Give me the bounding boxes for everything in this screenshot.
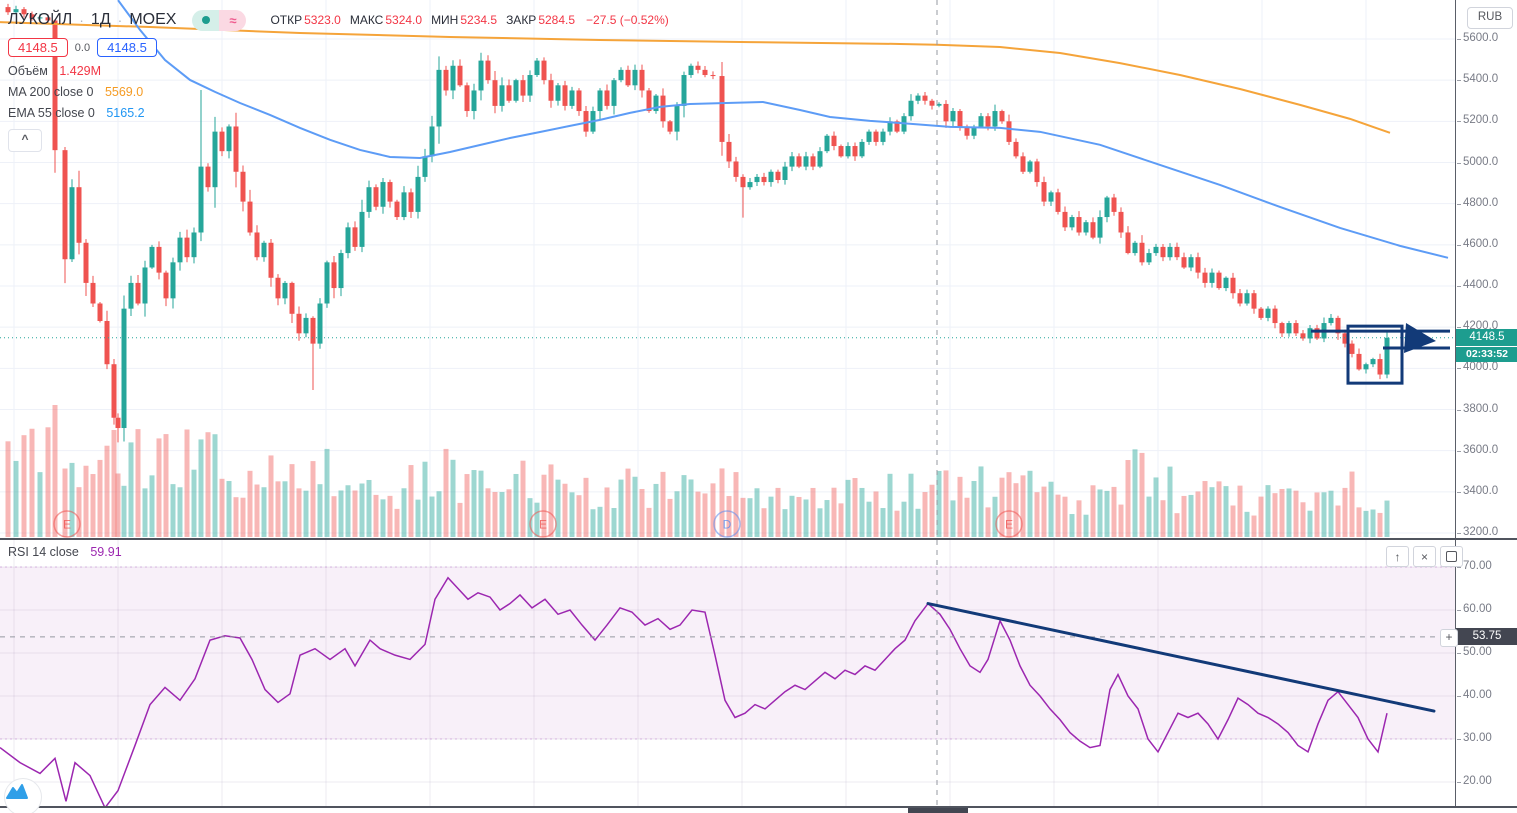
ema-legend-row[interactable]: EMA 55 close 0 5165.2 [8,106,669,120]
drawing-rectangle[interactable] [1346,324,1404,385]
price-axis-tick-label: 3200.0 [1456,526,1499,538]
high-value: 5324.0 [385,13,423,27]
low-label: МИН [431,13,459,27]
last-price-badge: 4148.5 [1456,328,1517,346]
drawing-arrowhead[interactable] [1404,323,1436,353]
maximize-pane-button[interactable] [1440,546,1463,567]
user-drawings[interactable] [926,323,1450,713]
move-pane-up-button[interactable]: ↑ [1386,546,1409,567]
ma-legend-row[interactable]: MA 200 close 0 5569.0 [8,85,669,99]
svg-text:D: D [723,518,732,532]
time-axis-separator[interactable] [0,806,1517,808]
price-axis-tick-label: 3600.0 [1456,443,1499,456]
ask-price-box[interactable]: 4148.5 [97,38,157,57]
volume-label: Объём [8,64,48,78]
rsi-axis-tick-label: 70.00 [1457,560,1492,572]
ma-label: MA 200 close 0 [8,85,94,99]
ma-value: 5569.0 [104,85,144,99]
symbol-name[interactable]: ЛУКОЙЛ [8,11,73,28]
rsi-legend-row[interactable]: RSI 14 close 59.91 [8,545,122,559]
rsi-line[interactable] [0,576,1388,806]
event-marker-e[interactable]: E [995,510,1023,538]
rsi-axis-tick-label: 20.00 [1457,775,1492,787]
svg-text:E: E [63,518,71,532]
add-alert-plus-button[interactable]: + [1440,628,1458,647]
svg-text:E: E [539,518,547,532]
rsi-label: RSI 14 close [8,545,79,559]
exchange-label[interactable]: MOEX [129,11,177,28]
pane-separator[interactable] [0,538,1517,540]
price-axis-tick-label: 5000.0 [1456,155,1499,168]
separator-dot: · [79,12,84,28]
time-axis[interactable] [0,808,1517,813]
rsi-axis-tick-label: 60.00 [1457,603,1492,615]
symbol-title-row[interactable]: ЛУКОЙЛ · 1Д · MOEX ≈ ОТКР 5323.0 МАКС 5324… [8,8,669,32]
price-axis-tick-label: 3800.0 [1456,402,1499,415]
price-axis-tick-label: 4000.0 [1456,361,1499,374]
area-chart-logo-icon [6,784,28,799]
bar-countdown-badge: 02:33:52 [1456,346,1517,362]
rsi-trendline[interactable] [926,602,1436,713]
crosshair-date-badge [908,808,968,813]
ema-label: EMA 55 close 0 [8,106,95,120]
approx-price-icon: ≈ [219,9,247,31]
spread-value: 0.0 [74,41,91,54]
rsi-band-background [0,567,1455,739]
close-value: 5284.5 [538,13,576,27]
volume-bars [5,405,1390,537]
price-axis-tick-label: 5600.0 [1456,32,1499,44]
price-axis-tick-label: 5400.0 [1456,73,1499,86]
price-axis[interactable]: 4148.5 02:33:52 53.75 5600.0 5400.0 5200.0… [1455,0,1517,806]
bid-price-box[interactable]: 4148.5 [8,38,68,57]
volume-value: 1.429M [59,64,102,78]
tradingview-logo[interactable] [4,778,42,813]
ema55-line[interactable] [117,0,1449,259]
ohlc-readout: ОТКР 5323.0 МАКС 5324.0 МИН 5234.5 ЗАКР 5284… [270,13,668,27]
rsi-axis-tick-label: 40.00 [1457,689,1492,701]
main-legend: ЛУКОЙЛ · 1Д · MOEX ≈ ОТКР 5323.0 МАКС 5324… [8,8,669,152]
ma200-line[interactable] [0,21,1391,134]
price-axis-tick-label: 3400.0 [1456,484,1499,497]
rsi-axis-tick-label: 30.00 [1457,732,1492,744]
price-axis-tick-label: 4600.0 [1456,237,1499,250]
close-pane-button[interactable]: × [1413,546,1436,567]
event-marker-e[interactable]: E [53,510,81,538]
rsi-value: 59.91 [90,545,122,559]
open-value: 5323.0 [304,13,341,27]
currency-button[interactable]: RUB [1467,7,1513,29]
price-axis-tick-label: 4800.0 [1456,196,1499,209]
separator-dot: · [117,12,123,28]
price-axis-tick-label: 4400.0 [1456,279,1499,291]
ema-value: 5165.2 [106,106,145,120]
volume-legend-row[interactable]: Объём 1.429M [8,64,669,78]
market-status-toggle[interactable]: ≈ [192,9,247,31]
candles [5,3,1390,443]
interval-label[interactable]: 1Д [90,11,111,28]
high-label: МАКС [349,13,384,27]
market-open-icon [192,9,220,31]
close-label: ЗАКР [506,13,537,27]
bid-ask-row: 4148.5 0.0 4148.5 [8,38,669,57]
svg-text:E: E [1005,518,1013,532]
price-axis-tick-label: 5200.0 [1456,114,1499,127]
collapse-legend-button[interactable]: ^ [8,129,42,152]
event-marker-e[interactable]: E [529,510,557,538]
rsi-pane-buttons: ↑ × [1386,546,1463,567]
rsi-crosshair-badge: 53.75 [1456,627,1517,645]
change-value: −27.5 (−0.52%) [586,13,669,27]
open-label: ОТКР [270,13,303,27]
low-value: 5234.5 [460,13,498,27]
maximize-icon [1446,551,1457,562]
rsi-axis-tick-label: 50.00 [1457,646,1492,658]
event-marker-d[interactable]: D [713,510,741,538]
